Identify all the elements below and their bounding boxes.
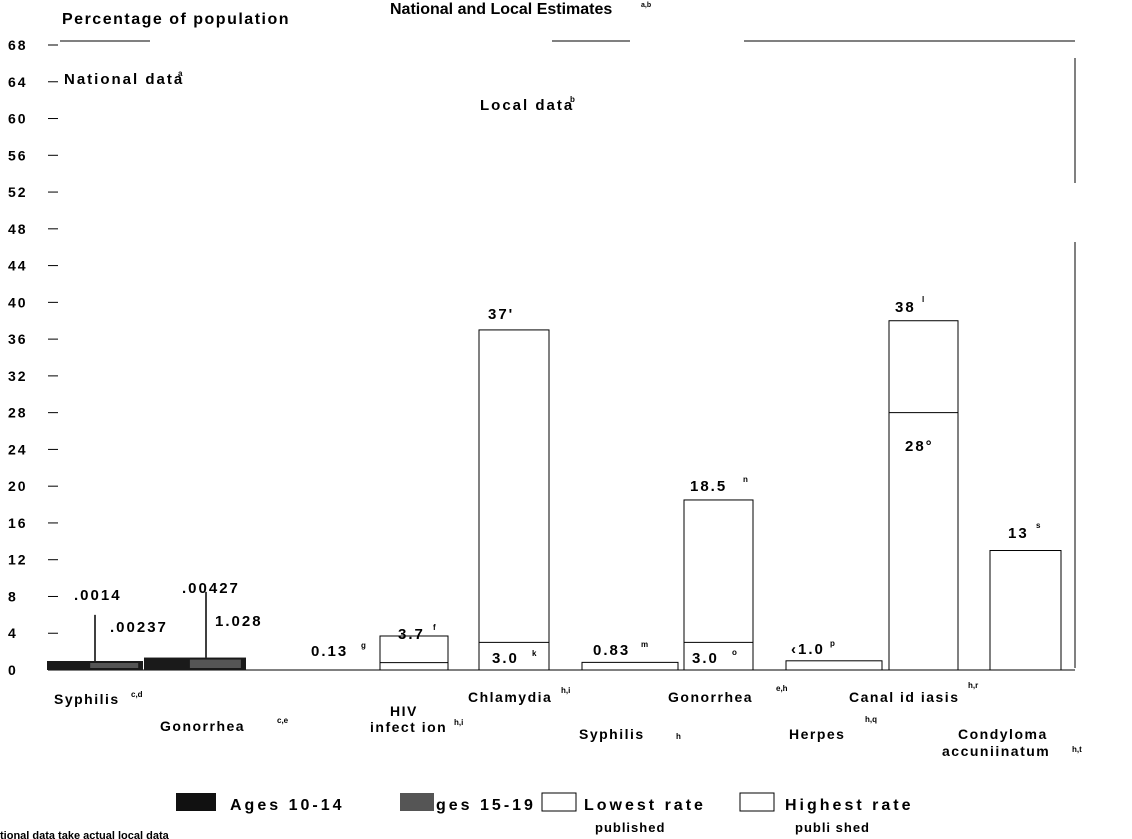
legend-label: Ages 10-14 [230, 797, 345, 814]
bar-local-highest [785, 660, 883, 671]
value-label: 0.13 [311, 643, 348, 660]
value-label-sup: n [743, 475, 748, 484]
y-tick-label: 24 [8, 441, 28, 457]
y-tick-label: 52 [8, 184, 28, 200]
value-label-sup: l [922, 295, 924, 304]
bar-local-highest [989, 550, 1062, 671]
category-sup: h,r [968, 681, 978, 690]
value-label: 28° [905, 438, 934, 455]
y-axis-label: Percentage of population [62, 11, 290, 28]
category-labels: Syphilis c,d Gonorrhea c,e HIV infect io… [54, 681, 1082, 759]
category-label-line2: accuniinatum [942, 743, 1050, 759]
value-label: ‹1.0 [791, 641, 825, 658]
chart-title: National and Local Estimates [390, 1, 612, 18]
legend-swatch-lowest [541, 792, 577, 812]
category-label: Chlamydia [468, 689, 552, 705]
category-sup: h [676, 732, 681, 741]
value-label-sup: p [830, 639, 835, 648]
category-sup: c,d [131, 690, 143, 699]
legend-sublabel: publi shed [795, 820, 870, 835]
legend: Ages 10-14 ges 15-19 Lowest rate publish… [176, 792, 913, 835]
chart-title-sup: a,b [641, 2, 651, 9]
category-sup: h,t [1072, 745, 1082, 754]
legend-label: ges 15-19 [436, 797, 536, 814]
y-tick-label: 56 [8, 147, 28, 163]
value-label: 18.5 [690, 478, 727, 495]
category-sup: c,e [277, 716, 289, 725]
bar-national-pattern [90, 663, 139, 668]
legend-swatch-ages-15-19 [400, 793, 434, 811]
legend-swatch-ages-10-14 [176, 793, 216, 811]
y-tick-label: 40 [8, 294, 28, 310]
legend-sublabel: published [595, 820, 665, 835]
value-label: 13 [1008, 525, 1029, 542]
y-tick-label: 44 [8, 258, 28, 274]
y-tick-label: 60 [8, 111, 28, 127]
value-label-sup: k [532, 649, 537, 658]
y-tick-label: 20 [8, 478, 28, 494]
category-sup: h,q [865, 715, 877, 724]
local-data-label: Local data [480, 97, 574, 114]
value-label-sup: o [732, 648, 737, 657]
category-label: Syphilis [579, 726, 645, 742]
legend-label: Lowest rate [584, 797, 706, 814]
value-label: 3.7 [398, 626, 425, 643]
value-label-sup: m [641, 640, 648, 649]
value-label: 38 [895, 299, 916, 316]
bar-local-highest [888, 320, 959, 671]
y-tick-label: 64 [8, 74, 28, 90]
value-label: .00237 [110, 619, 168, 636]
footnote: tional data take actual local data [0, 830, 170, 839]
category-label: Canal id iasis [849, 689, 959, 705]
bar-local-highest [379, 635, 449, 671]
category-label: Gonorrhea [160, 718, 245, 734]
y-tick-label: 4 [8, 625, 18, 641]
bar-local-highest [683, 499, 754, 671]
value-label-sup: s [1036, 521, 1041, 530]
category-sup: h,i [561, 686, 570, 695]
value-label: 37' [488, 306, 514, 323]
category-label: Condyloma [958, 726, 1048, 742]
category-label: Herpes [789, 726, 845, 742]
value-label: 0.83 [593, 642, 630, 659]
bar-national-pattern [189, 659, 241, 668]
y-tick-label: 8 [8, 588, 18, 604]
local-data-sup: b [570, 95, 575, 104]
value-label: .0014 [74, 587, 122, 604]
y-tick-label: 48 [8, 221, 28, 237]
value-label: 1.028 [215, 613, 263, 630]
category-sup: e,h [776, 684, 788, 693]
value-label: .00427 [182, 580, 240, 597]
legend-swatch-highest [739, 792, 775, 812]
bar-local-highest [478, 329, 550, 671]
y-tick-label: 0 [8, 662, 18, 678]
value-label: 3.0 [492, 650, 519, 667]
y-tick-label: 28 [8, 405, 28, 421]
bar-local-highest [581, 661, 679, 671]
national-data-label: National data [64, 71, 184, 88]
y-tick-label: 16 [8, 515, 28, 531]
y-tick-label: 32 [8, 368, 28, 384]
bars [47, 320, 1062, 671]
category-sup: h,i [454, 718, 463, 727]
legend-label: Highest rate [785, 797, 913, 814]
value-labels: .0014 .00237 .00427 1.028 0.13 g 3.7 f 3… [74, 295, 1041, 667]
value-label-sup: g [361, 641, 366, 650]
category-label: HIV [390, 703, 418, 719]
y-tick-label: 36 [8, 331, 28, 347]
category-label: Syphilis [54, 691, 120, 707]
y-tick-label: 68 [8, 37, 28, 53]
category-label-line2: infect ion [370, 719, 447, 735]
y-tick-label: 12 [8, 552, 28, 568]
value-label: 3.0 [692, 650, 719, 667]
category-label: Gonorrhea [668, 689, 753, 705]
national-data-sup: a [178, 69, 183, 78]
value-label-sup: f [433, 623, 436, 632]
